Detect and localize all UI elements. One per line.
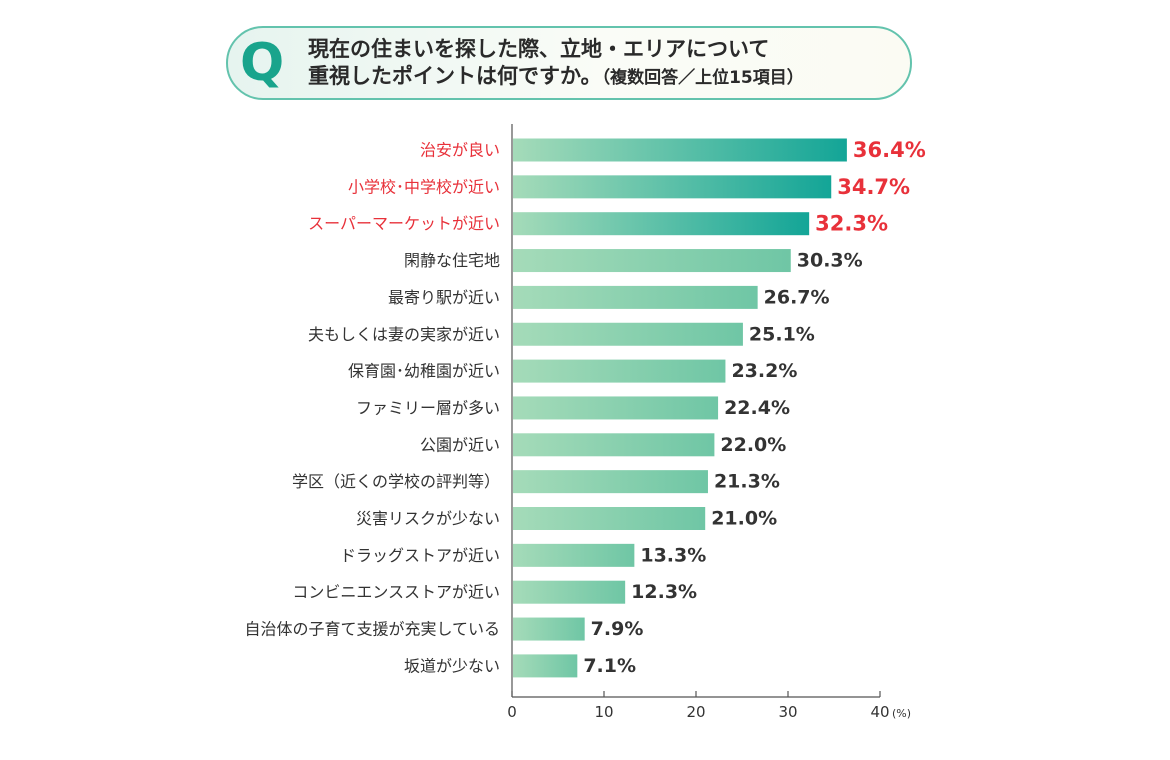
question-box: Q 現在の住まいを探した際、立地・エリアについて 重視したポイントは何ですか。（… bbox=[226, 26, 912, 100]
value-label: 7.9% bbox=[591, 618, 644, 640]
x-unit-label: (%) bbox=[892, 707, 911, 720]
bar bbox=[513, 285, 758, 309]
category-label: 治安が良い bbox=[420, 141, 500, 160]
value-label: 13.3% bbox=[640, 544, 706, 566]
category-label: 災害リスクが少ない bbox=[356, 509, 500, 528]
question-line-2-main: 重視したポイントは何ですか。 bbox=[308, 64, 602, 88]
value-label: 30.3% bbox=[797, 250, 863, 272]
category-label: コンビニエンスストアが近い bbox=[292, 583, 500, 602]
bar bbox=[513, 322, 743, 346]
bar bbox=[513, 138, 847, 162]
value-label: 21.3% bbox=[714, 471, 780, 493]
category-label: 保育園･幼稚園が近い bbox=[348, 362, 500, 381]
bar bbox=[513, 470, 708, 494]
question-line-1: 現在の住まいを探した際、立地・エリアについて bbox=[308, 37, 770, 61]
value-label: 32.3% bbox=[815, 212, 888, 236]
bar bbox=[513, 359, 726, 383]
value-label: 12.3% bbox=[631, 581, 697, 603]
bar bbox=[513, 543, 635, 567]
bar bbox=[513, 249, 791, 273]
x-tick-label: 40 bbox=[870, 703, 889, 721]
category-label: 閑静な住宅地 bbox=[404, 251, 500, 270]
value-label: 21.0% bbox=[711, 508, 777, 530]
x-tick-label: 10 bbox=[594, 703, 613, 721]
q-mark: Q bbox=[240, 33, 285, 93]
question-text: 現在の住まいを探した際、立地・エリアについて 重視したポイントは何ですか。（複数… bbox=[308, 36, 804, 92]
bars-layer: 治安が良い 36.4% 小学校･中学校が近い 34.7% スーパーマーケットが近い 32.… bbox=[244, 138, 926, 678]
category-label: 夫もしくは妻の実家が近い bbox=[308, 325, 500, 344]
value-label: 26.7% bbox=[764, 286, 830, 308]
bar bbox=[513, 396, 719, 420]
category-label: 坂道が少ない bbox=[404, 656, 500, 675]
category-label: 小学校･中学校が近い bbox=[348, 177, 500, 196]
x-tick-label: 20 bbox=[686, 703, 705, 721]
bar bbox=[513, 433, 715, 457]
bar bbox=[513, 654, 578, 678]
value-label: 34.7% bbox=[837, 175, 910, 199]
value-label: 23.2% bbox=[731, 360, 797, 382]
category-label: スーパーマーケットが近い bbox=[308, 214, 500, 233]
value-label: 22.4% bbox=[724, 397, 790, 419]
category-label: ファミリー層が多い bbox=[356, 398, 500, 417]
question-line-2: 重視したポイントは何ですか。（複数回答／上位15項目） bbox=[308, 63, 804, 92]
x-tick-label: 30 bbox=[778, 703, 797, 721]
category-label: 自治体の子育て支援が充実している bbox=[244, 620, 500, 639]
value-label: 36.4% bbox=[853, 138, 926, 162]
value-label: 7.1% bbox=[583, 655, 636, 677]
value-label: 25.1% bbox=[749, 323, 815, 345]
value-label: 22.0% bbox=[720, 434, 786, 456]
category-label: 最寄り駅が近い bbox=[388, 288, 500, 307]
axis-layer: 0 10 20 30 40 (%) bbox=[507, 124, 911, 721]
category-label: ドラッグストアが近い bbox=[340, 546, 500, 565]
x-tick-label: 0 bbox=[507, 703, 517, 721]
bar bbox=[513, 175, 832, 199]
bar bbox=[513, 212, 810, 236]
bar bbox=[513, 580, 626, 604]
bar bbox=[513, 617, 585, 641]
category-label: 公園が近い bbox=[420, 435, 500, 454]
category-label: 学区（近くの学校の評判等） bbox=[292, 472, 500, 491]
question-note: （複数回答／上位15項目） bbox=[601, 68, 804, 88]
bar bbox=[513, 507, 706, 530]
